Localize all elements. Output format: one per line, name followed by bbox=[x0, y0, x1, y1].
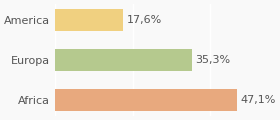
Text: 35,3%: 35,3% bbox=[195, 55, 230, 65]
Bar bbox=[55, 49, 192, 71]
Bar bbox=[55, 9, 123, 31]
Bar bbox=[55, 89, 237, 111]
Text: 17,6%: 17,6% bbox=[126, 15, 162, 25]
Text: 47,1%: 47,1% bbox=[241, 95, 276, 105]
